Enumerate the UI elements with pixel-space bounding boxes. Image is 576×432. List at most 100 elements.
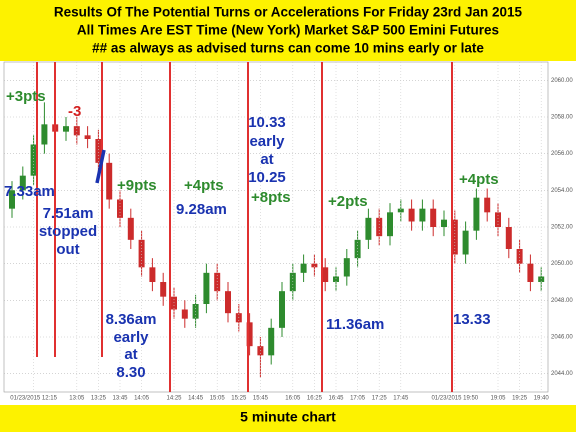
- annotation: at: [260, 151, 273, 168]
- candle-body: [300, 263, 307, 273]
- annotation: +4pts: [184, 177, 224, 194]
- candle-body: [505, 227, 512, 249]
- candle-body: [473, 197, 480, 231]
- candle-body: [268, 327, 275, 356]
- candle-body: [149, 267, 156, 282]
- annotation: 8.36am: [106, 311, 157, 328]
- x-tick-label: 17:05: [350, 396, 366, 402]
- chart-subtitle: All Times Are EST Time (New York) Market…: [77, 23, 499, 38]
- x-tick-label: 15:05: [210, 396, 226, 402]
- x-tick-label: 01/23/2015 12:15: [10, 396, 57, 402]
- annotation: early: [113, 329, 149, 346]
- candle-body: [9, 190, 15, 209]
- annotation: 10.25: [248, 169, 286, 186]
- x-tick-label: 16:45: [328, 396, 344, 402]
- candle-body: [106, 162, 113, 200]
- annotation: +4pts: [459, 171, 499, 188]
- x-tick-label: 17:25: [372, 396, 388, 402]
- annotation: +2pts: [328, 193, 368, 210]
- x-tick-label: 19:25: [512, 396, 528, 402]
- candle-body: [279, 291, 285, 328]
- candle-body: [462, 230, 469, 255]
- x-tick-label: 19:05: [490, 396, 506, 402]
- candle-body: [397, 208, 404, 213]
- candle-body: [538, 276, 545, 282]
- candle-body: [419, 208, 426, 222]
- y-tick-label: 2044.00: [551, 371, 573, 377]
- annotation: 10.33: [248, 114, 286, 131]
- candle-body: [171, 296, 177, 310]
- annotation: early: [249, 133, 285, 150]
- candle-body: [451, 219, 458, 255]
- candle-body: [365, 217, 372, 240]
- y-tick-label: 2050.00: [551, 261, 573, 267]
- annotation: at: [124, 346, 137, 363]
- x-tick-label: 19:40: [534, 396, 550, 402]
- x-tick-label: 14:45: [188, 396, 204, 402]
- candle-body: [160, 282, 167, 297]
- candle-body: [30, 144, 37, 176]
- annotation: 11.36am: [326, 316, 384, 333]
- annotation: +9pts: [117, 177, 157, 194]
- candle-body: [311, 263, 318, 268]
- candle-body: [95, 139, 102, 163]
- x-tick-label: 01/23/2015 19:50: [431, 396, 478, 402]
- annotation: stopped: [39, 223, 97, 240]
- candle-body: [484, 197, 491, 213]
- x-tick-label: 14:25: [166, 396, 182, 402]
- y-tick-label: 2058.00: [551, 115, 573, 121]
- annotation: 13.33: [453, 311, 491, 328]
- annotation: +3pts: [6, 88, 46, 105]
- plot-area: 2044.00 2046.00 2048.00 2050.00 2052.00 2054.…: [3, 61, 573, 402]
- annotation: 7.33am: [4, 183, 55, 200]
- candle-body: [430, 208, 437, 227]
- candle-body: [408, 208, 415, 222]
- header-band: [0, 0, 576, 61]
- candle-body: [41, 124, 48, 145]
- chart-title: Results Of The Potential Turns or Accele…: [54, 5, 523, 20]
- candle-body: [527, 263, 534, 282]
- x-tick-label: 13:25: [91, 396, 107, 402]
- annotation: -3: [68, 103, 81, 120]
- candle-body: [441, 219, 447, 227]
- candle-body: [117, 199, 123, 218]
- annotation: +8pts: [251, 189, 291, 206]
- x-tick-label: 13:05: [69, 396, 85, 402]
- x-tick-label: 16:25: [307, 396, 323, 402]
- x-tick-label: 15:25: [231, 396, 247, 402]
- candle-body: [63, 126, 69, 132]
- candle-body: [246, 322, 253, 347]
- x-tick-label: 17:45: [393, 396, 409, 402]
- x-tick-label: 13:45: [112, 396, 128, 402]
- annotation: out: [56, 241, 79, 258]
- candle-body: [495, 212, 501, 227]
- candle-body: [387, 212, 393, 237]
- candle-body: [354, 239, 361, 259]
- candle-body: [322, 267, 329, 282]
- candle-body: [343, 258, 350, 277]
- annotations: +3pts -3 7.33am 7.51am stopped out +9pts…: [4, 88, 499, 381]
- candle-body: [73, 126, 80, 136]
- candle-body: [84, 135, 91, 139]
- candle-body: [333, 276, 339, 282]
- y-tick-label: 2060.00: [551, 78, 573, 84]
- y-tick-label: 2052.00: [551, 225, 573, 231]
- candle-body: [203, 272, 210, 304]
- y-tick-label: 2048.00: [551, 298, 573, 304]
- pointer: [95, 149, 106, 184]
- annotation: 9.28am: [176, 201, 227, 218]
- candle-body: [138, 239, 145, 268]
- annotation: 8.30: [116, 364, 145, 381]
- y-tick-label: 2046.00: [551, 335, 573, 341]
- candle-body: [516, 249, 523, 264]
- y-tick-label: 2056.00: [551, 151, 573, 157]
- annotation: 7.51am: [43, 205, 94, 222]
- y-tick-label: 2054.00: [551, 188, 573, 194]
- candle-body: [127, 217, 134, 240]
- candle-body: [19, 175, 26, 191]
- x-tick-label: 14:05: [134, 396, 150, 402]
- candle-body: [181, 309, 188, 319]
- chart-subtitle: ## as always as advised turns can come 1…: [92, 41, 484, 56]
- x-tick-label: 16:05: [285, 396, 301, 402]
